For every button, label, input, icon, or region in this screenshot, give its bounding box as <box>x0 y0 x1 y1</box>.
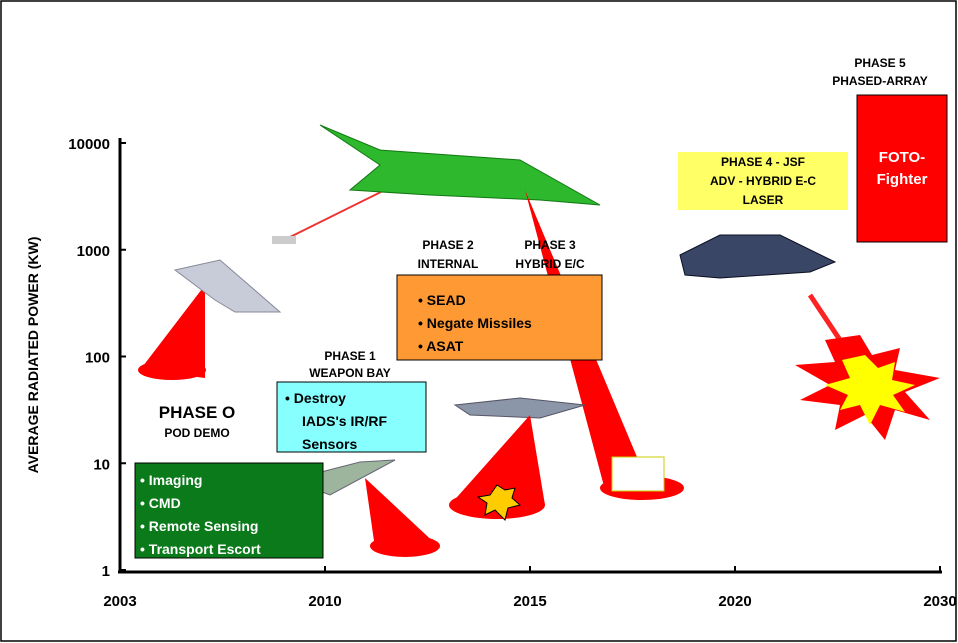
box-item: • SEAD <box>418 292 466 308</box>
y-tick-label: 1000 <box>77 243 110 260</box>
phase-subtitle: HYBRID E/C <box>515 257 585 271</box>
box-item: • Transport Escort <box>140 541 261 557</box>
y-tick-label: 10000 <box>68 136 110 153</box>
phase-title: PHASE 2 <box>422 238 474 252</box>
y-tick-label: 10 <box>93 456 110 473</box>
phase-title: PHASE 3 <box>524 238 576 252</box>
x-tick-label: 2015 <box>513 593 546 610</box>
phase-2-box <box>396 274 603 361</box>
beam <box>140 285 205 378</box>
box-text: PHASE 4 - JSF <box>721 155 805 169</box>
explosion <box>825 355 915 425</box>
aircraft <box>679 234 837 279</box>
y-tick-label: 1 <box>102 563 110 580</box>
phase-subtitle: INTERNAL <box>418 257 479 271</box>
phase-title: PHASE 5 <box>854 56 906 70</box>
phase-title: PHASE 1 <box>324 349 376 363</box>
x-tick-label: 2030 <box>923 593 956 610</box>
box-text: Fighter <box>877 171 928 188</box>
target <box>611 456 665 492</box>
box-item: • ASAT <box>418 338 464 354</box>
axes: AVERAGE RADIATED POWER (KW) 1 10 100 1000 10… <box>25 136 957 610</box>
aircraft <box>173 259 282 313</box>
box-text: ADV - HYBRID E-C <box>710 174 816 188</box>
phase-4-box <box>678 152 848 210</box>
aircraft <box>453 397 586 419</box>
box-item: • CMD <box>140 495 181 511</box>
box-item: • Negate Missiles <box>418 315 532 331</box>
x-tick-label: 2003 <box>103 593 136 610</box>
box-text: LASER <box>743 193 784 207</box>
aircraft <box>319 124 601 206</box>
beam <box>450 415 545 505</box>
box-text: FOTO- <box>879 149 925 166</box>
aircraft <box>272 236 296 244</box>
beam <box>370 535 440 557</box>
x-tick-label: 2010 <box>308 593 341 610</box>
beam <box>138 360 206 380</box>
y-tick-label: 100 <box>85 350 110 367</box>
y-axis-label: AVERAGE RADIATED POWER (KW) <box>25 237 41 474</box>
beam <box>365 478 440 548</box>
phase-subtitle: WEAPON BAY <box>309 366 391 380</box>
x-tick-label: 2020 <box>718 593 751 610</box>
phase-subtitle: PHASED-ARRAY <box>832 74 928 88</box>
phase-title: PHASE O <box>159 403 236 422</box>
phase-0-box <box>134 462 324 559</box>
phase-5-box <box>856 94 948 243</box>
beam-line <box>279 184 396 243</box>
box-item: • Destroy <box>285 390 346 406</box>
box-item: • Remote Sensing <box>140 518 258 534</box>
phase-1-box <box>276 381 427 453</box>
box-item: • Imaging <box>140 472 202 488</box>
phase-subtitle: POD DEMO <box>164 426 229 440</box>
explosion <box>476 484 522 521</box>
box-item: Sensors <box>302 436 357 452</box>
box-item: IADS's IR/RF <box>302 413 387 429</box>
